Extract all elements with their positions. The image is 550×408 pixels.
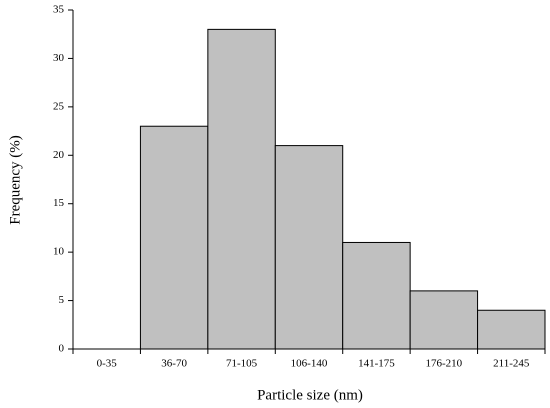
y-tick-label: 5: [59, 294, 65, 306]
y-tick-label: 35: [53, 4, 65, 16]
y-tick-label: 15: [53, 197, 65, 209]
bar: [207, 28, 276, 350]
x-tick-label: 106-140: [291, 358, 328, 370]
x-tick-label: 36-70: [161, 358, 187, 370]
x-tick-label: 141-175: [358, 358, 395, 370]
y-axis-title: Frequency (%): [7, 135, 23, 225]
y-tick-label: 10: [53, 246, 65, 258]
bar: [274, 145, 344, 350]
x-tick-label: 211-245: [493, 358, 530, 370]
bar: [139, 125, 209, 350]
y-tick-label: 0: [59, 343, 65, 355]
y-tick-label: 25: [53, 100, 65, 112]
y-tick-label: 20: [53, 149, 65, 161]
x-tick-label: 71-105: [226, 358, 258, 370]
bar: [409, 290, 479, 350]
bar: [342, 241, 411, 350]
x-axis-title: Particle size (nm): [257, 387, 363, 403]
bar: [477, 309, 546, 350]
y-tick-label: 30: [53, 52, 65, 64]
x-tick-label: 176-210: [426, 358, 463, 370]
x-tick-label: 0-35: [97, 358, 118, 370]
